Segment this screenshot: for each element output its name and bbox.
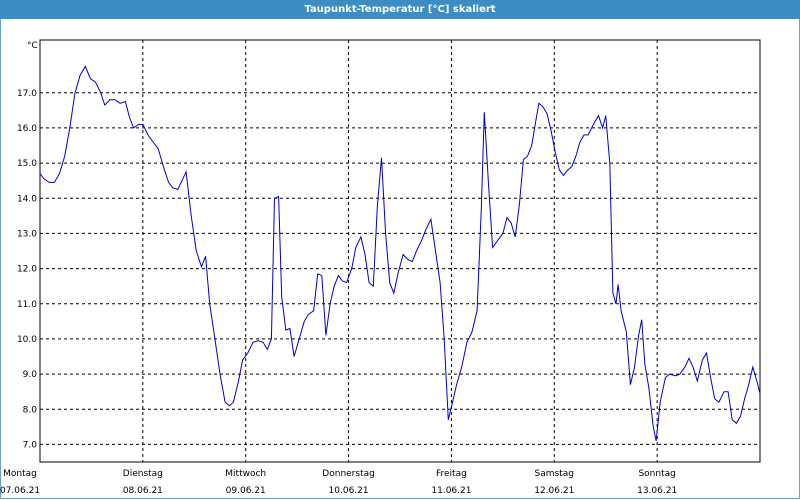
- x-tick-day: Samstag: [535, 469, 574, 479]
- x-tick-date: 09.06.21: [226, 486, 266, 496]
- window-title: Taupunkt-Temperatur [°C] skaliert: [304, 4, 496, 15]
- x-tick-day: Sonntag: [638, 469, 675, 479]
- y-tick-label: 14.0: [17, 194, 37, 204]
- window-title-bar: Taupunkt-Temperatur [°C] skaliert: [0, 0, 800, 19]
- x-tick-date: 07.06.21: [0, 486, 40, 496]
- y-tick-label: 16.0: [17, 124, 37, 134]
- x-tick-date: 12.06.21: [534, 486, 574, 496]
- y-tick-label: 10.0: [17, 335, 37, 345]
- y-tick-label: 13.0: [17, 229, 37, 239]
- y-tick-label: 17.0: [17, 89, 37, 99]
- y-tick-label: 7.0: [23, 440, 38, 450]
- y-tick-label: 11.0: [17, 300, 37, 310]
- x-tick-day: Freitag: [436, 469, 467, 479]
- y-tick-label: 12.0: [17, 265, 37, 275]
- x-tick-day: Montag: [3, 469, 37, 479]
- y-axis-tick-labels: 7.0 8.0 9.0 10.0 11.0 12.0 13.0 14.0 15.0 16.0 17.…: [17, 89, 37, 451]
- y-axis-label: °C: [27, 41, 38, 51]
- grid-lines: [40, 40, 760, 462]
- x-tick-date: 10.06.21: [329, 486, 369, 496]
- x-tick-date: 11.06.21: [431, 486, 471, 496]
- y-tick-label: 15.0: [17, 159, 37, 169]
- x-axis-tick-labels: Montag 07.06.21 Dienstag 08.06.21 Mittwoch 09…: [0, 469, 677, 496]
- y-tick-label: 9.0: [23, 370, 38, 380]
- x-tick-date: 13.06.21: [637, 486, 677, 496]
- plot-area: [39, 39, 761, 463]
- x-tick-day: Donnerstag: [322, 469, 375, 479]
- dewpoint-series-line: [39, 65, 761, 441]
- x-tick-date: 08.06.21: [123, 486, 163, 496]
- x-tick-day: Mittwoch: [225, 469, 266, 479]
- y-tick-label: 8.0: [23, 405, 38, 415]
- x-tick-day: Dienstag: [123, 469, 163, 479]
